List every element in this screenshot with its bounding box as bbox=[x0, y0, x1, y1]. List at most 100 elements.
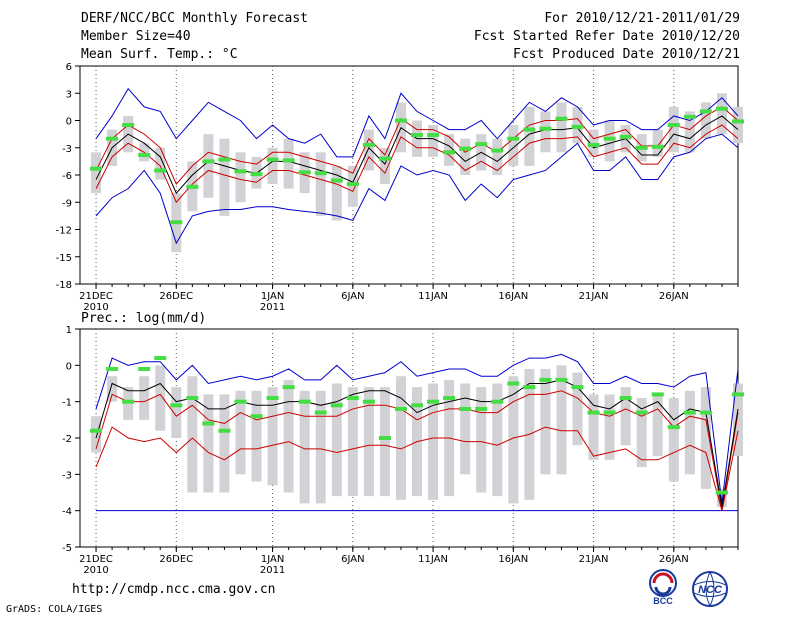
y-tick-label: 1 bbox=[66, 325, 72, 336]
spread-box bbox=[171, 387, 182, 438]
y-tick-label: -9 bbox=[62, 198, 72, 209]
median-marker bbox=[443, 150, 456, 155]
spread-box bbox=[283, 379, 294, 493]
median-marker bbox=[427, 133, 440, 138]
spread-box bbox=[572, 372, 583, 446]
spread-box bbox=[733, 106, 743, 144]
x-tick-label: 6JAN bbox=[341, 554, 364, 565]
median-marker bbox=[443, 396, 456, 401]
median-marker bbox=[635, 410, 648, 415]
median-marker bbox=[186, 396, 199, 401]
x-tick-sublabel: 2010 bbox=[83, 302, 108, 313]
x-tick-label: 1JAN bbox=[261, 554, 284, 565]
spread-box bbox=[604, 394, 615, 460]
y-tick-label: -4 bbox=[62, 507, 72, 518]
y-tick-label: -18 bbox=[56, 280, 72, 291]
y-tick-label: -1 bbox=[62, 398, 72, 409]
median-marker bbox=[411, 403, 424, 408]
median-marker bbox=[651, 144, 664, 149]
x-tick-label: 21JAN bbox=[579, 291, 609, 302]
grads-credit: GrADS: COLA/IGES bbox=[6, 604, 103, 615]
median-marker bbox=[314, 410, 327, 415]
median-marker bbox=[282, 158, 295, 163]
median-marker bbox=[555, 377, 568, 382]
median-marker bbox=[475, 142, 488, 147]
spread-box bbox=[283, 138, 294, 189]
spread-box bbox=[347, 387, 358, 497]
ncc-logo-text: NCC bbox=[698, 584, 723, 596]
median-marker bbox=[491, 399, 504, 404]
spread-box bbox=[684, 111, 695, 153]
median-marker bbox=[683, 114, 696, 119]
y-tick-label: 0 bbox=[66, 117, 72, 128]
y-tick-label: -3 bbox=[62, 470, 72, 481]
median-marker bbox=[362, 399, 375, 404]
median-marker bbox=[314, 171, 327, 176]
spread-box bbox=[315, 390, 326, 504]
spread-box bbox=[700, 102, 711, 139]
spread-box bbox=[219, 138, 230, 216]
variable-label: Mean Surf. Temp.: °C bbox=[81, 47, 238, 62]
median-marker bbox=[330, 403, 343, 408]
median-marker bbox=[587, 410, 600, 415]
median-marker bbox=[122, 399, 135, 404]
median-marker bbox=[555, 116, 568, 121]
median-marker bbox=[539, 377, 552, 382]
median-marker bbox=[715, 106, 728, 111]
median-marker bbox=[732, 119, 744, 124]
spread-box bbox=[315, 152, 326, 216]
spread-box bbox=[251, 390, 262, 482]
spread-box bbox=[267, 147, 278, 185]
median-marker bbox=[378, 156, 391, 161]
spread-box bbox=[604, 120, 615, 162]
spread-box bbox=[107, 376, 118, 402]
median-marker bbox=[667, 425, 680, 430]
y-tick-label: -6 bbox=[62, 171, 72, 182]
median-marker bbox=[218, 157, 231, 162]
median-marker bbox=[234, 399, 247, 404]
spread-box bbox=[716, 488, 727, 508]
y-tick-label: 6 bbox=[66, 62, 72, 73]
x-tick-label: 1JAN bbox=[261, 291, 284, 302]
median-marker bbox=[90, 428, 103, 433]
spread-box bbox=[428, 125, 439, 157]
spread-box bbox=[235, 152, 246, 203]
spread-box bbox=[139, 376, 150, 420]
median-marker bbox=[90, 166, 103, 171]
bcc-logo-text: BCC bbox=[653, 596, 673, 606]
spread-box bbox=[492, 138, 503, 175]
median-marker bbox=[603, 136, 616, 141]
min-line bbox=[95, 133, 739, 245]
y-tick-label: -5 bbox=[62, 543, 72, 554]
x-tick-sublabel: 2011 bbox=[260, 565, 285, 576]
y-tick-label: -3 bbox=[62, 144, 72, 155]
median-marker bbox=[732, 392, 744, 397]
y-tick-label: -2 bbox=[62, 434, 72, 445]
x-tick-label: 11JAN bbox=[418, 554, 448, 565]
x-tick-label: 11JAN bbox=[418, 291, 448, 302]
spread-box bbox=[187, 376, 198, 493]
x-tick-label: 26DEC bbox=[159, 554, 193, 565]
spread-box bbox=[588, 394, 599, 460]
median-marker bbox=[138, 366, 151, 371]
median-marker bbox=[202, 159, 215, 164]
spread-box bbox=[428, 383, 439, 500]
source-url[interactable]: http://cmdp.ncc.cma.gov.cn bbox=[72, 582, 276, 597]
spread-box bbox=[460, 138, 471, 175]
median-marker bbox=[667, 123, 680, 128]
spread-box bbox=[700, 387, 711, 489]
median-marker bbox=[170, 220, 183, 225]
started-refer-date: Fcst Started Refer Date 2010/12/20 bbox=[473, 29, 740, 44]
median-marker bbox=[411, 133, 424, 138]
spread-box bbox=[684, 390, 695, 475]
median-marker bbox=[571, 385, 584, 390]
spread-box bbox=[267, 387, 278, 486]
spread-box bbox=[363, 387, 374, 497]
spread-box bbox=[508, 376, 519, 504]
max-line bbox=[95, 87, 739, 158]
x-tick-label: 16JAN bbox=[498, 291, 528, 302]
median-marker bbox=[250, 414, 263, 419]
std-lower-line bbox=[95, 124, 739, 204]
spread-box bbox=[524, 106, 535, 166]
spread-box bbox=[652, 394, 663, 457]
